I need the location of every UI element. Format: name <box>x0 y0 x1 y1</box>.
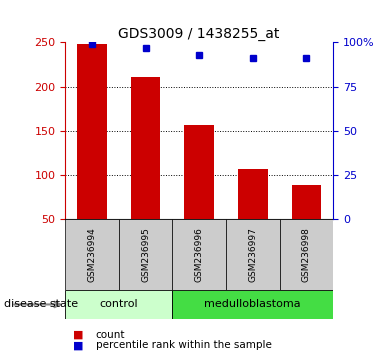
Bar <box>77 44 106 219</box>
Bar <box>65 290 172 319</box>
Text: medulloblastoma: medulloblastoma <box>205 299 301 309</box>
Text: ■: ■ <box>73 330 83 339</box>
Bar <box>119 219 172 290</box>
Bar <box>172 290 333 319</box>
Bar <box>172 219 226 290</box>
Text: percentile rank within the sample: percentile rank within the sample <box>96 340 272 350</box>
Text: GSM236998: GSM236998 <box>302 227 311 282</box>
Bar <box>185 125 214 219</box>
Bar <box>292 185 321 219</box>
Text: ■: ■ <box>73 340 83 350</box>
Text: disease state: disease state <box>4 299 78 309</box>
Text: GSM236994: GSM236994 <box>87 228 97 282</box>
Bar <box>238 169 267 219</box>
Text: control: control <box>100 299 138 309</box>
Text: GSM236996: GSM236996 <box>195 227 204 282</box>
Text: count: count <box>96 330 125 339</box>
Bar <box>280 219 333 290</box>
Text: GSM236995: GSM236995 <box>141 227 150 282</box>
Bar <box>226 219 280 290</box>
Bar <box>131 77 160 219</box>
Text: GSM236997: GSM236997 <box>248 227 257 282</box>
Bar <box>65 219 119 290</box>
Title: GDS3009 / 1438255_at: GDS3009 / 1438255_at <box>118 28 280 41</box>
